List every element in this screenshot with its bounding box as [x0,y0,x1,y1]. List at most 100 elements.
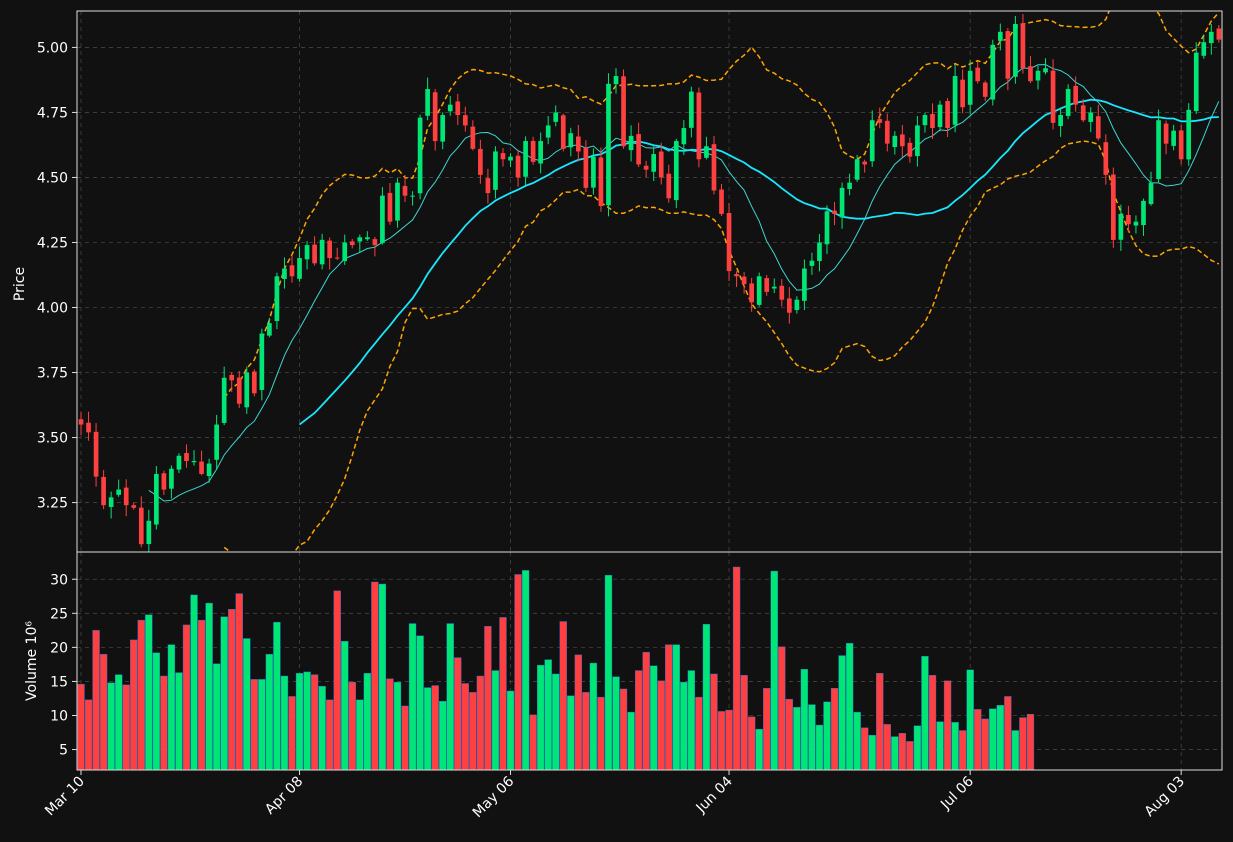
candle-down [1020,23,1026,69]
volume-bar [785,698,793,771]
volume-bar [1019,717,1027,771]
candle-up [304,245,310,260]
candle-up [1141,200,1146,226]
candle-up [154,473,159,525]
candle-down [764,278,770,292]
candle-down [960,79,965,108]
volume-bar [589,662,598,771]
price-tick-label: 4.75 [37,105,68,121]
volume-bar [612,676,620,771]
volume-bar [190,594,198,771]
price-axis-label: Price [12,267,28,301]
volume-bar [793,707,801,771]
candle-down [1103,142,1109,175]
candle-up [869,120,875,162]
candle-up [628,135,634,151]
volume-bar [258,679,266,771]
volume-bar [99,653,108,771]
volume-bar [725,709,733,771]
volume-bar [657,680,665,771]
candle-down [530,140,536,162]
volume-bar [341,641,349,771]
volume-bar [747,716,756,771]
candle-up [606,83,611,206]
volume-bar [921,656,929,771]
volume-bar [574,654,583,771]
candle-up [1148,182,1154,205]
candle-down [658,151,664,178]
volume-bar [461,683,469,771]
candle-down [1095,116,1101,139]
volume-bar [876,673,884,771]
volume-bar [423,687,432,771]
candle-up [214,424,219,460]
volume-bar [665,644,673,771]
volume-bar [672,644,680,771]
candle-up [1193,52,1199,112]
candle-up [689,91,694,128]
candle-up [1058,115,1063,127]
candle-down [229,374,235,381]
candle-up [297,258,302,279]
candle-down [462,115,468,126]
candle-up [854,159,860,180]
candle-down [643,165,649,170]
volume-bar [228,609,236,771]
candle-down [786,298,792,313]
candle-up [1133,221,1139,226]
volume-bar [830,688,839,771]
candle-down [583,147,589,188]
candle-up [990,44,996,100]
price-tick-label: 3.75 [37,366,68,382]
candle-up [1013,24,1018,77]
bollinger-bands [223,11,1220,552]
volume-bar [989,708,997,771]
candle-down [1050,70,1056,123]
candlesticks [78,14,1222,552]
volume-bar [928,675,937,771]
candle-down [719,189,724,214]
candle-up [847,182,852,189]
candle-down [387,192,393,222]
volume-bar [898,733,907,771]
volume-bar [770,570,778,771]
volume-bar [559,621,567,771]
price-gridlines [77,47,1222,503]
candle-up [523,141,528,177]
candle-down [575,136,581,152]
volume-bar [499,617,507,771]
candle-up [1065,89,1071,116]
volume-bar [642,651,650,771]
volume-bar [1004,696,1012,771]
volume-bar [363,673,372,771]
volume-bar [476,675,485,771]
volume-bar [107,682,115,771]
candle-down [161,473,167,490]
candle-up [794,299,800,311]
candle-up [1156,120,1161,180]
candle-up [274,276,280,322]
candle-up [267,323,272,336]
candle-up [357,237,363,242]
candle-down [289,265,295,277]
candle-up [176,455,182,470]
volume-bar [212,663,221,771]
candle-down [78,419,84,425]
candle-down [907,142,913,157]
volume-bar [250,679,258,771]
price-tick-label: 5.00 [37,40,68,56]
price-tick-label: 4.00 [37,301,68,317]
candle-down [372,239,378,246]
volume-bar [981,718,989,771]
candle-down [982,82,988,97]
volume-bar [597,696,605,771]
candle-up [568,133,574,148]
candle-down [741,276,747,285]
candle-up [756,276,762,305]
candle-down [877,119,883,123]
volume-bar [619,688,628,771]
volume-bar [175,672,183,771]
volume-bars [77,566,1035,771]
volume-bar [838,655,846,771]
